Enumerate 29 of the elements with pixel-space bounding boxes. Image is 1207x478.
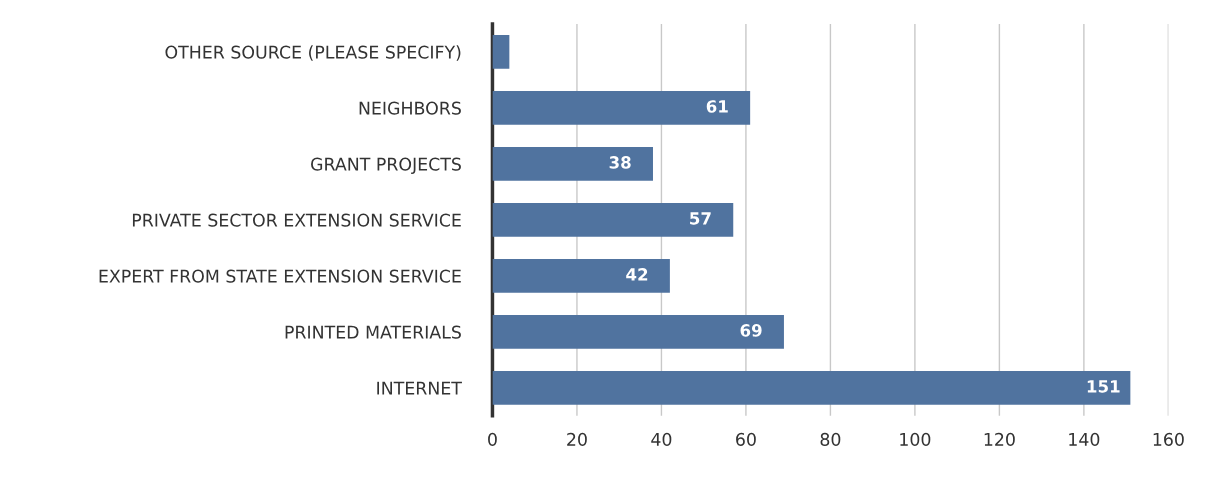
bar	[492, 91, 751, 125]
y-tick-label: EXPERT FROM STATE EXTENSION SERVICE	[99, 269, 461, 283]
data-label: 151	[1087, 380, 1120, 393]
x-tick-label: 120	[984, 432, 1015, 446]
data-label: 69	[740, 324, 762, 337]
data-label: 57	[690, 212, 711, 225]
x-tick-label: 20	[567, 432, 587, 446]
bar	[492, 371, 1131, 405]
data-label: 61	[706, 100, 728, 113]
x-tick-label: 0	[488, 432, 497, 446]
x-tick-label: 160	[1153, 432, 1184, 446]
x-tick-label: 80	[820, 432, 841, 446]
x-tick-label: 40	[651, 432, 672, 446]
y-tick-label: PRINTED MATERIALS	[285, 325, 461, 339]
x-tick-label: 60	[736, 432, 756, 446]
data-label: 38	[609, 156, 631, 169]
bar	[492, 315, 784, 349]
y-tick-label: NEIGHBORS	[359, 101, 461, 115]
x-tick-label: 140	[1069, 432, 1100, 446]
bar	[492, 259, 670, 293]
y-tick-label: GRANT PROJECTS	[311, 157, 461, 174]
y-tick-label: PRIVATE SECTOR EXTENSION SERVICE	[132, 213, 461, 227]
data-label: 42	[626, 268, 648, 281]
y-tick-label: INTERNET	[377, 381, 462, 395]
bar	[492, 147, 653, 181]
y-tick-label: OTHER SOURCE (PLEASE SPECIFY)	[165, 45, 461, 61]
bar	[492, 203, 734, 237]
bar	[492, 35, 510, 69]
x-tick-label: 100	[900, 432, 931, 446]
